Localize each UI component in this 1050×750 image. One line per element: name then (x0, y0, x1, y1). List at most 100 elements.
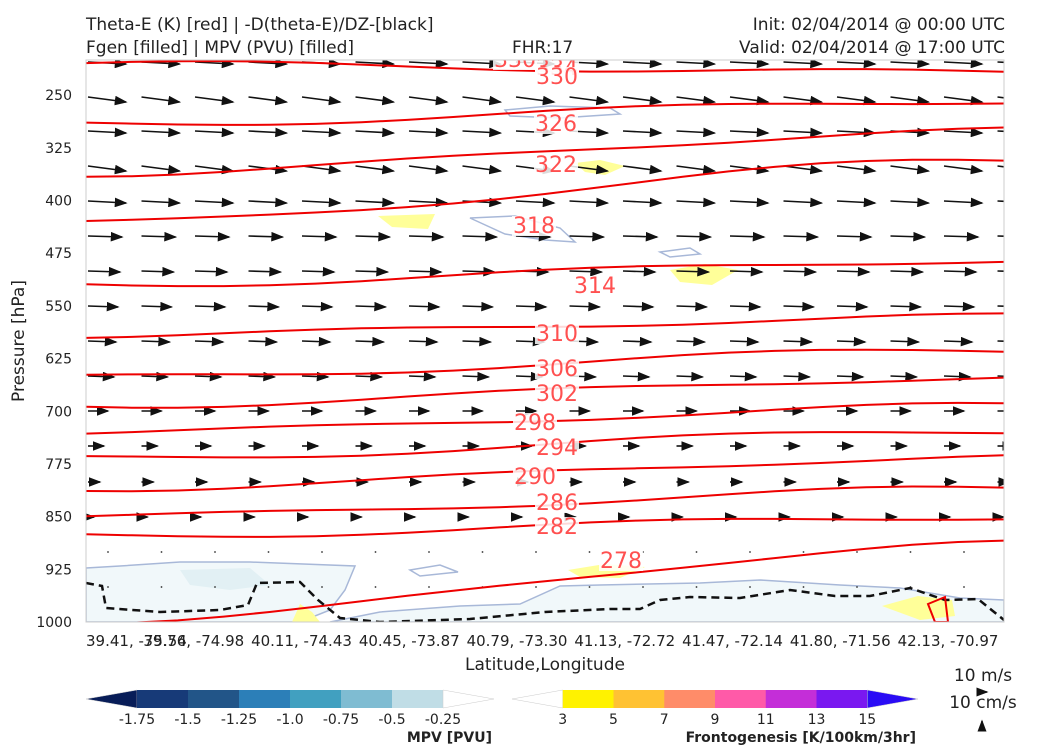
colorbar-segment (341, 690, 393, 708)
wind-vector (141, 301, 174, 312)
wind-vector (622, 301, 655, 312)
contour-label-bg (534, 155, 578, 175)
wind-vector (462, 231, 499, 242)
x-tick-label: 41.80, -71.56 (790, 632, 891, 650)
wind-vector (535, 586, 537, 588)
wind-vector (622, 197, 663, 208)
theta-e-contour-closed (926, 595, 950, 622)
wind-vector (783, 127, 824, 138)
wind-vector (622, 164, 663, 175)
wind-vector (355, 95, 396, 106)
wind-vector (301, 231, 338, 242)
wind-vector (997, 375, 1004, 378)
colorbar-segment (290, 690, 342, 708)
wind-vector (141, 231, 178, 242)
y-tick-label: 775 (45, 457, 72, 473)
wind-vector (462, 266, 497, 277)
theta-e-contour-label: 322 (535, 153, 577, 178)
wind-vector (301, 127, 342, 138)
wind-vector (87, 301, 120, 312)
wind-vector (890, 60, 931, 69)
y-axis-label: Pressure [hPa] (9, 280, 29, 402)
theta-e-contour-label: 318 (513, 214, 555, 239)
wind-vector (729, 266, 764, 277)
y-tick-label: 400 (45, 194, 72, 210)
wind-vector (997, 340, 1004, 343)
wind-vector (194, 231, 231, 242)
colorbar-segment (816, 690, 868, 708)
contour-label-bg (535, 67, 579, 87)
wind-vector (963, 551, 965, 553)
theta-e-contour-label: 278 (600, 549, 642, 574)
wind-vector (160, 586, 163, 588)
wind-vector (462, 336, 493, 347)
x-tick-label: 39.41, -75.54 (86, 632, 187, 650)
wind-vector (856, 586, 858, 588)
wind-vector (622, 371, 651, 382)
wind-vector (890, 197, 931, 208)
wind-vector (408, 95, 449, 106)
valid-time-label: Valid: 02/04/2014 @ 17:00 UTC (739, 38, 1005, 58)
theta-e-contour-label: 330 (536, 65, 578, 90)
colorbar-tick-label: -1.5 (174, 712, 201, 728)
wind-vector (214, 586, 216, 588)
mpv-contour-low (407, 564, 459, 577)
y-tick-label: 925 (45, 562, 72, 578)
wind-vector (301, 301, 334, 312)
wind-vector (248, 95, 289, 106)
wind-vector (749, 551, 751, 553)
wind-vector (87, 266, 122, 277)
wind-vector (622, 266, 657, 277)
contour-label-bg (535, 493, 579, 513)
wind-vector (676, 371, 705, 382)
wind-vector (160, 551, 163, 553)
wind-vector (676, 266, 711, 277)
wind-vector (141, 95, 182, 106)
wind-vector (676, 127, 717, 138)
init-time-label: Init: 02/04/2014 @ 00:00 UTC (752, 15, 1005, 35)
wind-vector (535, 551, 537, 553)
wind-vector (87, 197, 128, 208)
wind-vector (836, 95, 877, 106)
wind-vector (836, 197, 877, 208)
wind-vector (890, 336, 921, 347)
wind-vector (569, 231, 606, 242)
theta-e-contour (86, 102, 1004, 126)
fgen-fill-region (882, 596, 955, 620)
y-tick-label: 850 (45, 510, 72, 526)
wind-vector (676, 60, 717, 69)
wind-vector (783, 164, 824, 175)
wind-vector (836, 266, 871, 277)
wind-vector (943, 336, 974, 347)
chart-title-line2: Fgen [filled] | MPV (PVU) [filled] (86, 38, 355, 58)
wind-vector (622, 95, 663, 106)
wind-vector (248, 197, 289, 208)
wind-vector (729, 197, 770, 208)
wind-vector (569, 197, 610, 208)
wind-vector (141, 164, 182, 175)
y-tick-label: 475 (45, 246, 72, 262)
wind-vector (408, 336, 439, 347)
wind-vector (569, 301, 602, 312)
wind-vector (676, 231, 713, 242)
wind-vector (87, 336, 118, 347)
wind-vector (301, 95, 342, 106)
wind-vector (729, 371, 758, 382)
wind-vector (355, 301, 388, 312)
wind-vector (943, 127, 984, 138)
wind-vector (783, 266, 818, 277)
wind-vector (676, 197, 717, 208)
wind-vector (943, 95, 984, 106)
contour-label-bg (534, 114, 578, 134)
wind-vector (943, 266, 978, 277)
wind-vector (569, 95, 610, 106)
colorbar-segment (613, 690, 665, 708)
wind-vector (248, 127, 289, 138)
wind-vector (622, 231, 659, 242)
x-tick-label: 39.76, -74.98 (143, 632, 244, 650)
colorbar-tick-label: 11 (757, 712, 775, 728)
colorbar-tick-label: 9 (711, 712, 720, 728)
wind-vector (729, 231, 766, 242)
wind-vector (695, 586, 698, 588)
wind-vector (515, 231, 552, 242)
